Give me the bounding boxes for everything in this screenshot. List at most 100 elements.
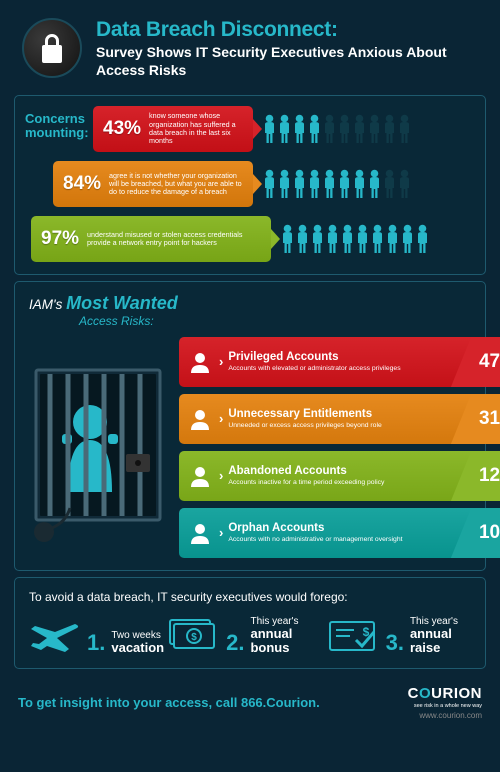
iam-highlight: Most Wanted — [66, 293, 178, 313]
person-icon — [386, 224, 399, 254]
risk-pct: 10% — [479, 522, 500, 544]
person-icon — [353, 169, 366, 199]
person-icon — [263, 169, 276, 199]
chevron-icon: › — [219, 411, 223, 426]
concern-ribbon: 97% understand misused or stolen access … — [31, 216, 271, 262]
risk-pct: 47% — [479, 351, 500, 373]
person-icon — [371, 224, 384, 254]
forego-text: This year'sannual bonus — [250, 616, 323, 656]
person-icon — [338, 114, 351, 144]
person-icon — [278, 169, 291, 199]
person-icon — [281, 224, 294, 254]
user-icon — [187, 349, 213, 375]
person-icon — [326, 224, 339, 254]
plane-icon — [25, 614, 81, 654]
chevron-icon: › — [219, 468, 223, 483]
concern-pct: 43% — [93, 118, 149, 140]
people-row — [263, 114, 411, 144]
person-icon — [278, 114, 291, 144]
concern-row: 84% agree it is not whether your organiz… — [53, 161, 475, 207]
svg-text:$: $ — [191, 632, 197, 643]
chevron-icon: › — [219, 354, 223, 369]
person-icon — [296, 224, 309, 254]
risk-user-icon — [187, 520, 213, 546]
risk-user-icon — [187, 463, 213, 489]
person-icon — [323, 169, 336, 199]
risk-row: › Abandoned Accounts Accounts inactive f… — [179, 451, 475, 501]
person-icon — [293, 169, 306, 199]
risk-row: › Orphan Accounts Accounts with no admin… — [179, 508, 475, 558]
person-icon — [293, 114, 306, 144]
risk-title: Abandoned Accounts — [228, 465, 384, 477]
iam-prefix: IAM's — [29, 297, 66, 312]
concern-ribbon: 84% agree it is not whether your organiz… — [53, 161, 253, 207]
concern-row: 43% know someone whose organization has … — [93, 106, 475, 152]
person-icon — [311, 224, 324, 254]
concern-text: understand misused or stolen access cred… — [87, 231, 271, 248]
person-icon — [263, 114, 276, 144]
concern-text: know someone whose organization has suff… — [149, 112, 253, 145]
concerns-panel: Concerns mounting: 43% know someone whos… — [14, 95, 486, 275]
person-icon — [368, 169, 381, 199]
concern-pct: 97% — [31, 228, 87, 250]
page-title: Data Breach Disconnect: — [96, 18, 478, 42]
cta-text: To get insight into your access, call 86… — [18, 695, 320, 710]
person-icon — [308, 114, 321, 144]
risk-row: › Privileged Accounts Accounts with elev… — [179, 337, 475, 387]
person-icon — [401, 224, 414, 254]
jail-illustration — [25, 337, 171, 558]
brand-url: www.courion.com — [408, 711, 482, 720]
brand-tagline: see risk in a whole new way — [408, 703, 482, 709]
risk-desc: Accounts with no administrative or manag… — [228, 536, 402, 544]
check-icon: $ — [324, 614, 380, 654]
risk-title: Unnecessary Entitlements — [228, 408, 381, 420]
risk-title: Privileged Accounts — [228, 351, 400, 363]
forego-item: $ 2. This year'sannual bonus — [164, 614, 323, 656]
person-icon — [398, 169, 411, 199]
concerns-label: Concerns mounting: — [25, 106, 87, 141]
person-icon — [353, 114, 366, 144]
forego-num: 1. — [87, 630, 105, 655]
risk-desc: Accounts with elevated or administrator … — [228, 365, 400, 373]
iam-title: IAM's Most Wanted Access Risks: — [29, 294, 178, 329]
concern-text: agree it is not whether your organizatio… — [109, 172, 253, 197]
people-row — [263, 169, 411, 199]
risk-desc: Accounts inactive for a time period exce… — [228, 479, 384, 487]
person-icon — [368, 114, 381, 144]
brand-logo: COURION — [408, 685, 482, 702]
lock-icon-badge — [22, 18, 82, 78]
person-icon — [323, 114, 336, 144]
person-icon — [383, 169, 396, 199]
forego-item: $ 3. This year'sannual raise — [324, 614, 475, 656]
risk-pct: 31% — [479, 408, 500, 430]
person-icon — [341, 224, 354, 254]
person-icon — [398, 114, 411, 144]
user-icon — [187, 520, 213, 546]
page-subtitle: Survey Shows IT Security Executives Anxi… — [96, 44, 478, 79]
lock-icon — [38, 31, 66, 65]
risk-title: Orphan Accounts — [228, 522, 402, 534]
user-icon — [187, 463, 213, 489]
person-icon — [383, 114, 396, 144]
forego-num: 2. — [226, 630, 244, 655]
people-row — [281, 224, 429, 254]
risk-pct: 12% — [479, 465, 500, 487]
risk-user-icon — [187, 406, 213, 432]
forego-panel: To avoid a data breach, IT security exec… — [14, 577, 486, 669]
concern-row: 97% understand misused or stolen access … — [31, 216, 475, 262]
forego-num: 3. — [386, 630, 404, 655]
forego-item: 1. Two weeksvacation — [25, 614, 164, 656]
concern-pct: 84% — [53, 173, 109, 195]
brand-block: COURION see risk in a whole new way www.… — [408, 685, 482, 720]
person-icon — [356, 224, 369, 254]
chevron-icon: › — [219, 525, 223, 540]
user-icon — [187, 406, 213, 432]
forego-heading: To avoid a data breach, IT security exec… — [25, 588, 475, 614]
person-icon — [416, 224, 429, 254]
risk-user-icon — [187, 349, 213, 375]
iam-panel: IAM's Most Wanted Access Risks: — [14, 281, 486, 571]
concern-ribbon: 43% know someone whose organization has … — [93, 106, 253, 152]
forego-text: This year'sannual raise — [410, 616, 475, 656]
iam-suffix: Access Risks: — [29, 314, 154, 328]
person-icon — [338, 169, 351, 199]
